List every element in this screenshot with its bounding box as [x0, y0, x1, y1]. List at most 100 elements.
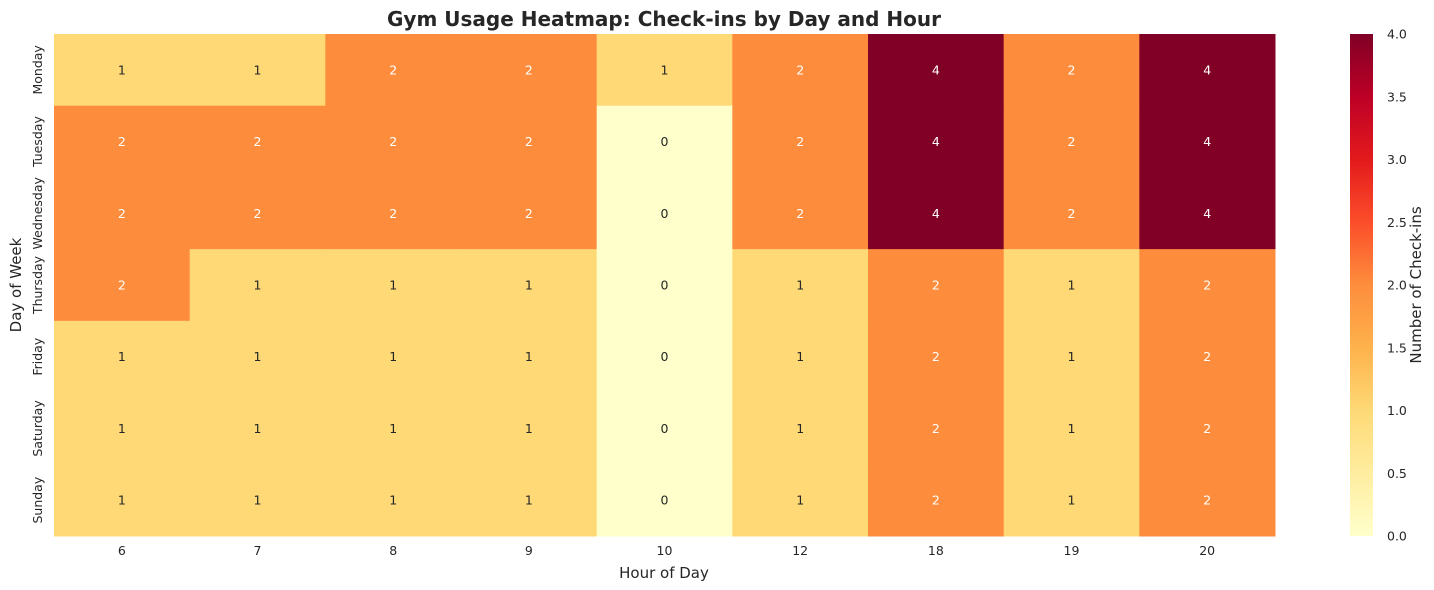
cell-value-label: 4 — [1203, 206, 1211, 221]
heatmap-cell — [1003, 105, 1140, 178]
cell-value-label: 2 — [1203, 278, 1211, 293]
colorbar-tick-label: 1.0 — [1387, 403, 1407, 418]
cell-value-label: 1 — [661, 62, 669, 77]
heatmap-cell — [868, 464, 1005, 537]
heatmap-cell — [732, 34, 869, 107]
heatmap-cell — [325, 249, 462, 322]
heatmap-cell — [461, 34, 598, 107]
cell-value-label: 1 — [1068, 349, 1076, 364]
heatmap-cell — [868, 249, 1005, 322]
heatmap-cell — [1003, 34, 1140, 107]
cell-value-label: 2 — [1203, 493, 1211, 508]
y-tick-label: Friday — [30, 337, 45, 375]
x-tick-label: 19 — [1064, 543, 1080, 558]
colorbar-tick-label: 2.5 — [1387, 215, 1407, 230]
cell-value-label: 1 — [1068, 493, 1076, 508]
y-tick-labels: Monday Tuesday Wednesday Thursday Friday Satu… — [30, 45, 45, 524]
heatmap-cell — [54, 177, 191, 250]
cell-value-label: 4 — [1203, 62, 1211, 77]
cell-value-label: 2 — [525, 206, 533, 221]
heatmap-cell — [596, 249, 733, 322]
x-tick-label: 20 — [1199, 543, 1215, 558]
heatmap-cell — [1139, 177, 1276, 250]
heatmap-cell — [189, 464, 326, 537]
colorbar-tick-label: 0.5 — [1387, 466, 1407, 481]
heatmap-cell — [596, 392, 733, 465]
cell-value-label: 2 — [1068, 134, 1076, 149]
cell-value-label: 1 — [796, 349, 804, 364]
heatmap-cell — [1139, 392, 1276, 465]
heatmap-cell — [596, 34, 733, 107]
cell-value-label: 0 — [661, 278, 669, 293]
cell-value-label: 2 — [932, 421, 940, 436]
cell-value-label: 2 — [1068, 206, 1076, 221]
cell-value-label: 4 — [932, 62, 940, 77]
cell-value-label: 1 — [118, 62, 126, 77]
cell-value-label: 4 — [932, 134, 940, 149]
heatmap-cell — [325, 464, 462, 537]
heatmap-cell — [732, 392, 869, 465]
heatmap-cell — [1003, 392, 1140, 465]
cell-value-label: 2 — [254, 206, 262, 221]
cell-value-label: 2 — [525, 134, 533, 149]
colorbar-tick-label: 3.0 — [1387, 152, 1407, 167]
heatmap-cell — [868, 34, 1005, 107]
heatmap-cell — [1003, 320, 1140, 394]
colorbar — [1350, 34, 1373, 536]
y-axis-label: Day of Week — [7, 237, 25, 332]
heatmap-cell — [325, 34, 462, 107]
x-axis-label: Hour of Day — [619, 564, 709, 582]
heatmap-cell — [596, 105, 733, 178]
colorbar-ticks: 0.0 0.5 1.0 1.5 2.0 2.5 3.0 3.5 4.0 — [1387, 27, 1407, 544]
cell-value-label: 1 — [254, 62, 262, 77]
heatmap-cell — [54, 392, 191, 465]
colorbar-tick-label: 0.0 — [1387, 529, 1407, 544]
heatmap-cell — [325, 392, 462, 465]
cell-value-label: 2 — [389, 62, 397, 77]
heatmap-cell — [325, 177, 462, 250]
cell-value-label: 1 — [389, 349, 397, 364]
cell-value-label: 1 — [525, 349, 533, 364]
heatmap-cell — [189, 34, 326, 107]
cell-value-label: 2 — [1203, 421, 1211, 436]
cell-value-label: 1 — [389, 493, 397, 508]
heatmap-cell — [461, 249, 598, 322]
cell-value-label: 2 — [118, 278, 126, 293]
cell-value-label: 0 — [661, 134, 669, 149]
heatmap-cell — [868, 177, 1005, 250]
cell-value-label: 2 — [932, 278, 940, 293]
colorbar-tick-label: 4.0 — [1387, 27, 1407, 42]
heatmap-cell — [189, 105, 326, 178]
cell-value-label: 1 — [796, 493, 804, 508]
cell-value-label: 1 — [389, 421, 397, 436]
heatmap-cell — [54, 249, 191, 322]
cell-value-label: 2 — [118, 134, 126, 149]
cell-value-label: 0 — [661, 349, 669, 364]
cell-value-label: 2 — [118, 206, 126, 221]
x-tick-label: 12 — [792, 543, 808, 558]
cell-value-label: 2 — [932, 493, 940, 508]
heatmap-cell — [54, 464, 191, 537]
y-tick-label: Tuesday — [30, 116, 45, 168]
heatmap-cell — [1003, 249, 1140, 322]
cell-value-label: 2 — [796, 62, 804, 77]
heatmap-cell — [1139, 464, 1276, 537]
heatmap-cells: 1 1 2 2 1 2 4 2 4 2 2 2 2 0 2 4 2 4 2 2 2 2 0 2 4 2 4 2 1 1 1 0 1 2 1 2 1 1 1 1… — [54, 34, 1276, 537]
heatmap-cell — [189, 320, 326, 394]
y-tick-label: Monday — [30, 45, 45, 95]
cell-value-label: 1 — [254, 493, 262, 508]
heatmap-cell — [596, 177, 733, 250]
cell-value-label: 1 — [525, 278, 533, 293]
cell-value-label: 2 — [932, 349, 940, 364]
heatmap-cell — [189, 392, 326, 465]
heatmap-cell — [732, 320, 869, 394]
cell-value-label: 1 — [525, 421, 533, 436]
cell-value-label: 2 — [1068, 62, 1076, 77]
cell-value-label: 1 — [1068, 421, 1076, 436]
heatmap-cell — [732, 105, 869, 178]
heatmap-cell — [1139, 249, 1276, 322]
heatmap-cell — [868, 320, 1005, 394]
heatmap-cell — [189, 177, 326, 250]
cell-value-label: 1 — [796, 421, 804, 436]
